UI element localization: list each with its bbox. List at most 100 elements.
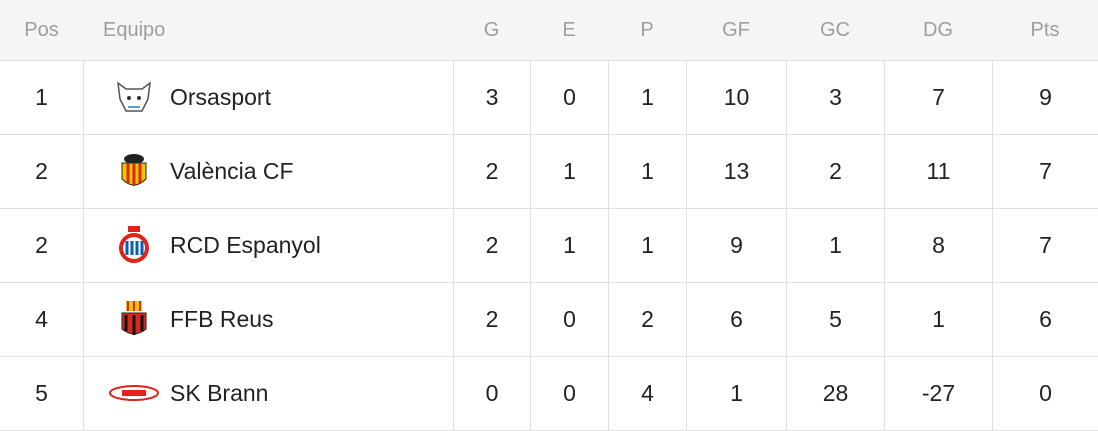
- stat-cell: 5: [786, 282, 884, 356]
- column-header: P: [608, 0, 686, 60]
- stat-cell-text: 0: [1039, 379, 1052, 406]
- stat-cell: 0: [992, 356, 1098, 430]
- team-row: 4 FFB Reus 2 0 2 6 5 1 6: [0, 282, 1098, 357]
- stat-cell: 2: [453, 208, 530, 282]
- stat-cell: 13: [686, 134, 786, 208]
- stat-cell-text: 3: [485, 83, 499, 110]
- column-header: DG: [884, 0, 992, 60]
- team-row: 1 Orsasport 3 0 1 10 3 7 9: [0, 60, 1098, 135]
- stat-cell: 9: [686, 208, 786, 282]
- stat-cell: 1: [608, 134, 686, 208]
- stat-cell: 2: [453, 282, 530, 356]
- stat-cell-text: 4: [641, 379, 654, 406]
- stat-cell: 1: [608, 208, 686, 282]
- stat-cell-text: 5: [35, 379, 48, 406]
- column-header-text: GF: [722, 18, 750, 41]
- stat-cell-text: 6: [730, 305, 743, 332]
- stat-cell: 6: [992, 282, 1098, 356]
- stat-cell-text: 2: [35, 231, 48, 258]
- stat-cell-text: 9: [1039, 83, 1052, 110]
- stat-cell-text: 2: [829, 157, 842, 184]
- column-header-text: DG: [923, 18, 953, 41]
- stat-cell-text: 2: [641, 305, 654, 332]
- team-row: 5 SK Brann 0 0 4 1 28 -27 0: [0, 356, 1098, 431]
- team-name: Orsasport: [83, 60, 453, 134]
- stat-cell-text: 5: [829, 305, 842, 332]
- stat-cell-text: 1: [641, 231, 654, 258]
- stat-cell: 4: [608, 356, 686, 430]
- team-row: 2 RCD Espanyol 2 1 1 9 1 8 7: [0, 208, 1098, 283]
- stat-cell: 2: [786, 134, 884, 208]
- team-name: FFB Reus: [83, 282, 453, 356]
- stat-cell-text: 1: [563, 157, 576, 184]
- stat-cell-text: 1: [730, 379, 743, 406]
- stat-cell-text: 2: [35, 157, 48, 184]
- stat-cell: 1: [686, 356, 786, 430]
- column-header: E: [530, 0, 608, 60]
- stat-cell: 1: [0, 60, 83, 134]
- column-header: G: [453, 0, 530, 60]
- stat-cell: 1: [786, 208, 884, 282]
- stat-cell: 2: [608, 282, 686, 356]
- stat-cell: 3: [453, 60, 530, 134]
- column-header-text: P: [640, 18, 654, 41]
- stat-cell: 10: [686, 60, 786, 134]
- stat-cell: 28: [786, 356, 884, 430]
- team-name: RCD Espanyol: [83, 208, 453, 282]
- column-header-text: GC: [820, 18, 850, 41]
- stat-cell-text: 1: [641, 157, 654, 184]
- stat-cell: 4: [0, 282, 83, 356]
- stat-cell-text: 2: [485, 305, 499, 332]
- stat-cell: 1: [530, 134, 608, 208]
- stat-cell: 3: [786, 60, 884, 134]
- team-name-text: SK Brann: [170, 379, 269, 406]
- stat-cell-text: 28: [822, 379, 849, 406]
- stat-cell-text: 1: [35, 83, 48, 110]
- stat-cell: 2: [0, 208, 83, 282]
- column-header: GC: [786, 0, 884, 60]
- column-header: GF: [686, 0, 786, 60]
- stat-cell: 8: [884, 208, 992, 282]
- column-header-text: Pts: [1030, 18, 1060, 41]
- stat-cell-text: 13: [723, 157, 750, 184]
- team-name-text: RCD Espanyol: [170, 231, 321, 258]
- stat-cell: 0: [530, 60, 608, 134]
- stat-cell: 1: [884, 282, 992, 356]
- stat-cell-text: 0: [563, 379, 576, 406]
- stat-cell-text: 4: [35, 305, 48, 332]
- column-header-text: Pos: [24, 18, 59, 41]
- team-name-text: València CF: [170, 157, 294, 184]
- stat-cell: 0: [530, 356, 608, 430]
- stat-cell: 9: [992, 60, 1098, 134]
- stat-cell-text: 7: [1039, 157, 1052, 184]
- stat-cell: 11: [884, 134, 992, 208]
- stat-cell: 7: [884, 60, 992, 134]
- column-header-text: E: [562, 18, 576, 41]
- stat-cell-text: 1: [829, 231, 842, 258]
- stat-cell-text: 3: [829, 83, 842, 110]
- column-header: Pts: [992, 0, 1098, 60]
- stat-cell: 7: [992, 208, 1098, 282]
- stat-cell: 0: [453, 356, 530, 430]
- team-name-text: Orsasport: [170, 83, 271, 110]
- stat-cell: 2: [0, 134, 83, 208]
- column-header-text: G: [483, 18, 500, 41]
- stat-cell-text: 0: [485, 379, 499, 406]
- stat-cell: 7: [992, 134, 1098, 208]
- stat-cell-text: 2: [485, 231, 499, 258]
- stat-cell-text: 1: [932, 305, 945, 332]
- stat-cell-text: 1: [641, 83, 654, 110]
- stat-cell-text: 8: [932, 231, 945, 258]
- stat-cell-text: 1: [563, 231, 576, 258]
- stat-cell-text: 6: [1039, 305, 1052, 332]
- stat-cell-text: 9: [730, 231, 743, 258]
- stat-cell-text: 7: [1039, 231, 1052, 258]
- team-row: 2 València CF 2 1 1 13 2 11 7: [0, 134, 1098, 209]
- stat-cell-text: 0: [563, 83, 576, 110]
- stat-cell: 1: [608, 60, 686, 134]
- stat-cell: 0: [530, 282, 608, 356]
- stat-cell-text: 2: [485, 157, 499, 184]
- stat-cell: 5: [0, 356, 83, 430]
- column-header-text: Equipo: [103, 18, 166, 41]
